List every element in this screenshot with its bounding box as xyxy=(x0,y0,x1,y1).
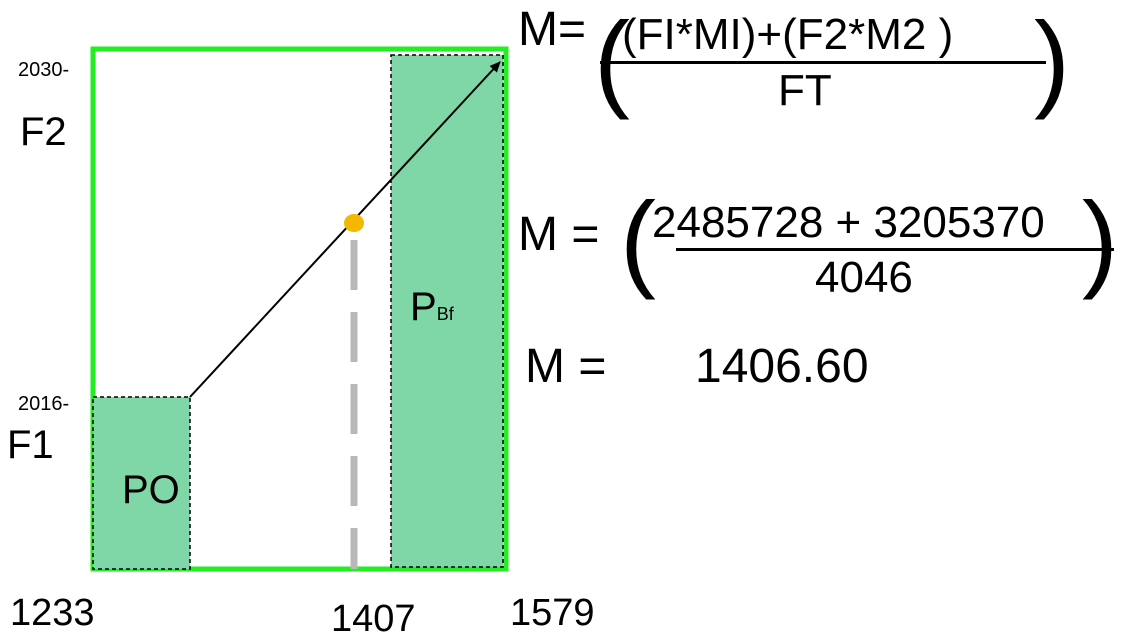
formula1-fraction-bar xyxy=(600,61,1046,64)
median-point xyxy=(344,214,364,232)
formula2-close-paren: ) xyxy=(1082,179,1118,300)
x-label-right: 1579 xyxy=(510,592,595,634)
y-label-f1: F1 xyxy=(7,423,54,467)
formula1-open-paren: ( xyxy=(594,0,630,120)
formula2-numerator-rest: 485728 + 3205370 xyxy=(676,198,1045,247)
formula3-lhs: M = xyxy=(525,340,607,393)
interpolation-arrow xyxy=(189,61,501,398)
y-tick-bottom: 2016- xyxy=(18,393,70,415)
formula1-denominator: FT xyxy=(778,66,832,115)
formula3-value: 1406.60 xyxy=(695,340,869,393)
pbf-region xyxy=(390,54,504,568)
po-label: PO xyxy=(122,468,180,512)
y-label-f2: F2 xyxy=(20,110,67,154)
formula2-open-paren: ( xyxy=(620,179,656,300)
formula1-lhs: M= xyxy=(518,3,587,56)
chart-frame xyxy=(90,46,509,572)
formula2-fraction-bar xyxy=(676,248,1114,251)
po-region xyxy=(92,396,191,570)
formula1-close-paren: ) xyxy=(1034,0,1070,120)
pbf-label: PBf xyxy=(410,285,454,330)
pbf-label-main: P xyxy=(410,285,437,329)
formula2-denominator: 4046 xyxy=(815,253,913,302)
formula2-numerator: 2485728 + 3205370 xyxy=(652,198,1045,248)
formula1-numerator: (FI*MI)+(F2*M2 ) xyxy=(622,10,954,59)
formula2-lhs: M = xyxy=(518,208,600,261)
formula2-numerator-prefix: 2 xyxy=(652,198,677,247)
x-label-middle: 1407 xyxy=(331,598,416,640)
x-label-left: 1233 xyxy=(10,592,95,634)
y-tick-top: 2030- xyxy=(18,59,70,81)
pbf-label-sub: Bf xyxy=(436,304,454,324)
